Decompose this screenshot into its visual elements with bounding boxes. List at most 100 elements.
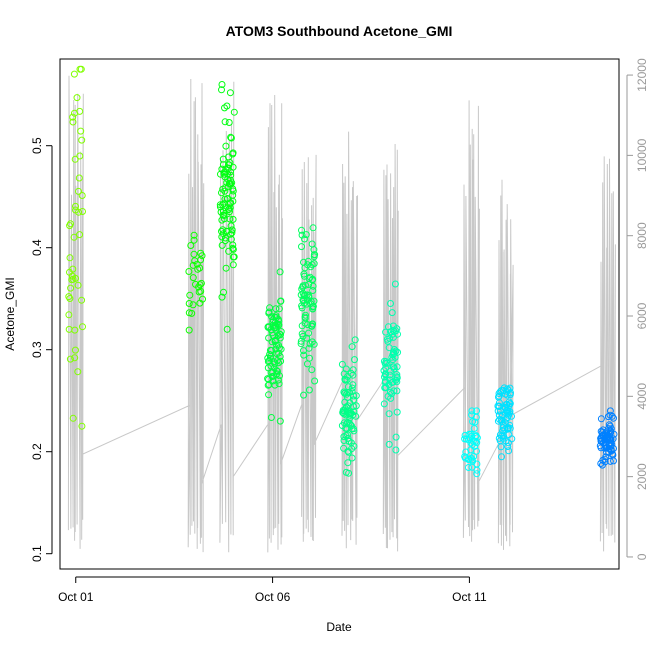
- data-point: [70, 70, 78, 78]
- data-point: [75, 187, 82, 195]
- data-point: [392, 433, 400, 441]
- data-point: [216, 203, 224, 211]
- data-point: [225, 119, 233, 126]
- data-point: [216, 201, 224, 209]
- data-point: [190, 236, 198, 244]
- data-point: [348, 445, 356, 453]
- data-point: [265, 375, 273, 383]
- data-point: [343, 376, 351, 384]
- data-point: [388, 390, 396, 398]
- data-point: [301, 235, 308, 243]
- data-point: [350, 392, 358, 400]
- y2-tick-label: 2000: [635, 463, 649, 490]
- data-point: [219, 211, 227, 219]
- x-tick-label: Oct 01: [58, 590, 94, 604]
- data-point: [301, 314, 309, 322]
- data-point: [307, 298, 315, 305]
- data-point: [297, 340, 305, 348]
- data-point: [197, 287, 205, 295]
- data-point: [229, 149, 237, 157]
- data-point: [341, 398, 349, 406]
- data-point: [74, 281, 82, 289]
- data-point: [390, 350, 398, 358]
- data-point: [194, 265, 202, 273]
- data-point: [221, 195, 229, 203]
- data-point: [308, 338, 316, 346]
- data-point: [227, 134, 235, 142]
- data-point: [380, 367, 388, 375]
- data-point: [79, 208, 86, 215]
- data-point: [76, 231, 84, 239]
- data-point: [498, 432, 506, 440]
- y-axis-label: Acetone_GMI: [3, 277, 17, 350]
- data-point: [470, 453, 478, 460]
- data-point: [271, 337, 279, 345]
- data-point: [229, 191, 237, 199]
- data-point: [306, 354, 313, 362]
- data-point: [350, 396, 358, 404]
- data-point: [342, 468, 350, 476]
- data-point: [391, 353, 399, 361]
- data-point: [264, 375, 272, 383]
- data-point: [344, 434, 352, 442]
- data-point: [186, 291, 194, 299]
- data-point: [302, 311, 309, 319]
- data-point: [187, 242, 195, 249]
- data-point: [223, 179, 231, 187]
- data-point: [304, 321, 312, 329]
- data-point: [229, 253, 237, 261]
- data-point: [309, 287, 317, 294]
- altitude-line: [67, 75, 616, 553]
- data-point: [340, 370, 348, 378]
- data-point: [601, 458, 609, 466]
- data-point: [380, 400, 388, 408]
- data-point: [344, 459, 352, 467]
- data-point: [190, 250, 198, 258]
- y2-tick-label: 8000: [635, 222, 649, 249]
- data-point: [473, 407, 481, 415]
- data-point: [66, 254, 74, 262]
- data-point: [76, 152, 84, 160]
- data-point: [344, 383, 352, 391]
- data-point: [276, 268, 284, 276]
- data-point: [338, 360, 346, 368]
- data-point: [72, 274, 79, 282]
- data-point: [470, 425, 478, 432]
- data-point: [383, 335, 391, 343]
- data-point: [348, 454, 356, 462]
- data-point: [387, 328, 394, 336]
- data-point: [473, 460, 481, 468]
- data-point: [221, 237, 229, 245]
- data-point: [218, 86, 225, 94]
- data-point: [304, 261, 312, 269]
- data-point: [505, 447, 513, 455]
- y2-tick-label: 12000: [635, 58, 649, 92]
- data-point: [499, 387, 507, 394]
- data-point: [381, 379, 389, 386]
- x-axis-label: Date: [326, 620, 352, 634]
- data-point: [218, 241, 226, 249]
- data-point: [229, 244, 237, 252]
- data-point: [228, 229, 236, 237]
- data-point: [300, 351, 308, 359]
- data-point: [601, 430, 609, 438]
- data-point: [75, 174, 83, 182]
- data-point: [597, 434, 605, 442]
- data-point: [468, 407, 476, 415]
- y-tick-label: 0.3: [30, 341, 44, 358]
- data-point: [473, 447, 480, 455]
- data-point: [226, 180, 234, 187]
- data-point: [311, 251, 319, 259]
- data-point: [310, 246, 318, 254]
- data-point: [277, 357, 285, 365]
- data-point: [218, 293, 226, 301]
- data-point: [273, 370, 281, 378]
- y2-tick-label: 0: [635, 553, 649, 560]
- data-point: [77, 127, 85, 135]
- data-point: [79, 323, 86, 331]
- data-point: [610, 430, 618, 438]
- data-point: [71, 326, 79, 334]
- data-point: [309, 275, 317, 283]
- data-point: [597, 460, 605, 467]
- data-point: [496, 407, 504, 415]
